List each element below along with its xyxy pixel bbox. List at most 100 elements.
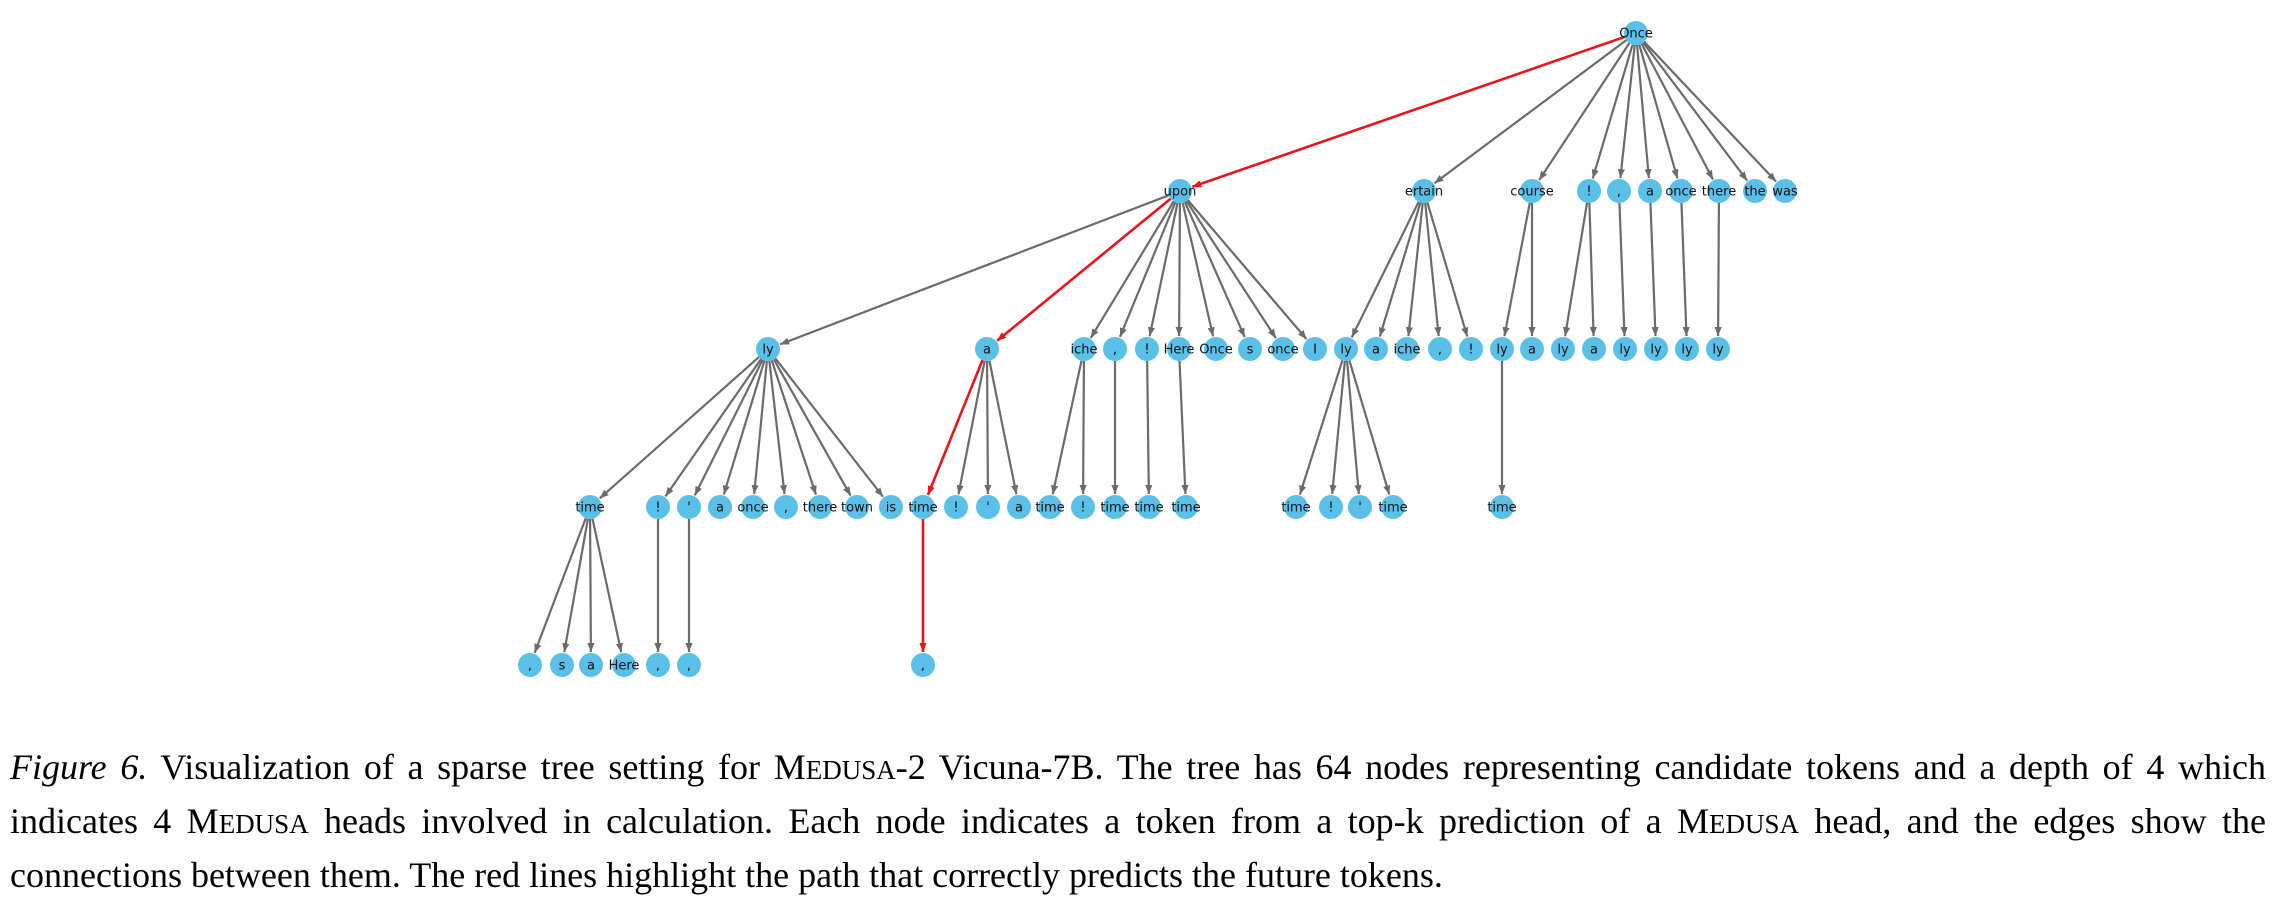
node-circle	[1582, 337, 1606, 361]
tree-node: a	[1638, 179, 1662, 203]
node-circle	[1303, 337, 1327, 361]
tree-node: ,	[677, 653, 701, 677]
node-label: ,	[1113, 343, 1117, 358]
tree-node: ,	[1428, 337, 1452, 361]
node-label: ly	[762, 343, 774, 358]
node-label: time	[1100, 501, 1129, 516]
tree-node: ,	[774, 495, 798, 519]
tree-edge	[1714, 202, 1722, 337]
tree-edge	[1185, 200, 1277, 339]
node-label: there	[1702, 185, 1736, 200]
node-label: ,	[687, 659, 691, 674]
node-label: iche	[1071, 343, 1098, 358]
tree-edge	[1145, 360, 1153, 495]
node-label: !	[1586, 185, 1591, 200]
tree-edge	[533, 517, 587, 654]
tree-edge	[770, 360, 817, 495]
tree-node: ly	[1613, 337, 1637, 361]
tree-node: ,	[1607, 179, 1631, 203]
tree-edges	[533, 35, 1777, 654]
node-label: ,	[528, 659, 532, 674]
node-label: once	[1665, 185, 1696, 200]
tree-edge	[1538, 42, 1631, 181]
node-circle	[1577, 179, 1601, 203]
tree-node: Here	[1164, 337, 1194, 361]
tree-edge	[779, 194, 1170, 346]
tree-edge	[1680, 202, 1690, 337]
node-circle	[579, 653, 603, 677]
node-label: a	[1528, 343, 1536, 358]
node-circle	[1669, 179, 1693, 203]
node-label: Once	[1199, 343, 1233, 358]
tree-node: !	[1135, 337, 1159, 361]
tree-edge	[956, 360, 986, 495]
tree-node: ,	[518, 653, 542, 677]
tree-node: time	[1035, 495, 1065, 519]
caption-text-3: heads involved in calculation. Each node…	[308, 801, 1677, 841]
node-label: ,	[784, 501, 788, 516]
highlighted-edge	[926, 359, 984, 496]
tree-edge	[1051, 360, 1083, 495]
tree-node: ly	[1706, 337, 1730, 361]
node-circle	[1007, 495, 1031, 519]
tree-node: there	[803, 495, 837, 519]
tree-node: ,	[911, 653, 935, 677]
figure-label: Figure 6.	[10, 747, 148, 787]
node-circle	[1551, 337, 1575, 361]
node-label: time	[1171, 501, 1200, 516]
tree-node: time	[1171, 495, 1201, 519]
node-circle	[911, 495, 935, 519]
node-circle	[1072, 337, 1096, 361]
node-label: ertain	[1405, 185, 1443, 200]
tree-node: time	[1100, 495, 1130, 519]
node-circle	[911, 653, 935, 677]
node-circle	[845, 495, 869, 519]
node-circle	[518, 653, 542, 677]
tree-edge	[1642, 41, 1749, 182]
tree-node: iche	[1394, 337, 1421, 361]
tree-edge	[1186, 199, 1308, 340]
node-circle	[1624, 21, 1648, 45]
node-label: s	[1247, 343, 1254, 358]
node-circle	[1137, 495, 1161, 519]
tree-node: a	[579, 653, 603, 677]
node-circle	[1638, 179, 1662, 203]
node-circle	[550, 653, 574, 677]
node-label: once	[1267, 343, 1298, 358]
node-label: a	[1015, 501, 1023, 516]
node-label: a	[1590, 343, 1598, 358]
tree-edge	[1298, 360, 1344, 495]
node-circle	[1168, 179, 1192, 203]
tree-node: a	[1364, 337, 1388, 361]
tree-node: ly	[1490, 337, 1514, 361]
node-circle	[1428, 337, 1452, 361]
tree-edge	[722, 360, 766, 495]
tree-edge	[1329, 360, 1346, 495]
tree-node: !	[944, 495, 968, 519]
node-circle	[1743, 179, 1767, 203]
node-circle	[976, 495, 1000, 519]
tree-node: '	[1348, 495, 1372, 519]
tree-node: !	[1071, 495, 1095, 519]
node-label: course	[1510, 185, 1553, 200]
node-label: there	[803, 501, 837, 516]
node-label: !	[1080, 501, 1085, 516]
node-circle	[1381, 495, 1405, 519]
medusa-name-3: MEDUSA	[1676, 801, 1799, 841]
tree-node: town	[841, 495, 873, 519]
node-label: ,	[1438, 343, 1442, 358]
tree-node: time	[575, 495, 605, 519]
tree-edge	[1591, 44, 1634, 179]
node-label: time	[1281, 501, 1310, 516]
tree-node: a	[1007, 495, 1031, 519]
node-circle	[1520, 179, 1544, 203]
tree-node: the	[1743, 179, 1767, 203]
tree-edge	[751, 360, 768, 495]
node-label: !	[655, 501, 660, 516]
node-label: is	[886, 501, 897, 516]
node-circle	[1675, 337, 1699, 361]
node-label: a	[1372, 343, 1380, 358]
node-label: a	[983, 343, 991, 358]
node-circle	[1038, 495, 1062, 519]
